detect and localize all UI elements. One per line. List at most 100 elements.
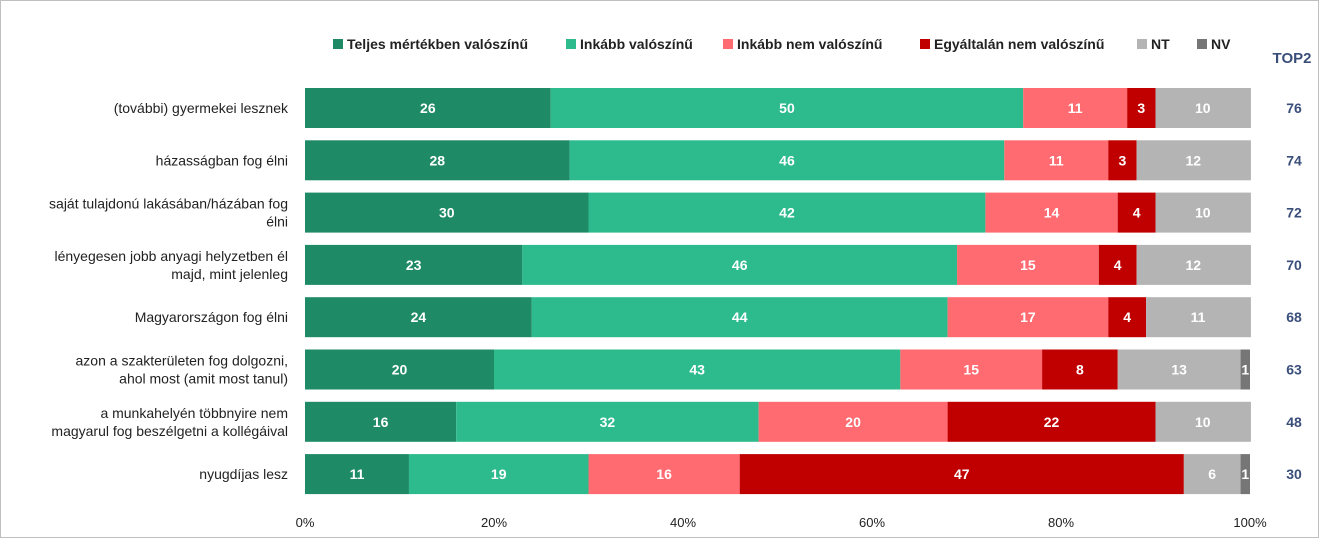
category-label: lényegesen jobb anyagi helyzetben él majd… [54, 248, 288, 282]
category-label-line: (további) gyermekei lesznek [114, 100, 289, 116]
bar-value-label: 16 [373, 414, 389, 430]
bar-segment [305, 401, 457, 442]
bar-value-label: 20 [392, 362, 408, 378]
bar-segment [305, 88, 551, 128]
category-label-line: élni [266, 214, 288, 230]
category-label: azon a szakterületen fog dolgozni, ahol m… [76, 353, 288, 387]
category-label-line: házasságban fog élni [156, 152, 288, 168]
bar-segment [1023, 88, 1128, 128]
bar-segment [522, 244, 958, 285]
category-label-line: majd, mint jelenleg [171, 266, 288, 282]
legend-swatch-3 [920, 39, 930, 49]
bar-value-label: 20 [845, 414, 861, 430]
bar-segment [947, 401, 1156, 442]
bar-value-label: 1 [1241, 362, 1249, 378]
bar-segment [408, 454, 589, 495]
legend-label-4: NT [1151, 36, 1170, 52]
bar-segment [1004, 140, 1109, 181]
bar-segment [1155, 192, 1250, 233]
bar-segment [588, 454, 740, 495]
top2-value: 68 [1286, 309, 1302, 325]
bar-segment [1250, 401, 1251, 442]
top2-value: 74 [1286, 152, 1302, 168]
bar-value-label: 44 [732, 309, 748, 325]
category-label-line: azon a szakterületen fog dolgozni, [76, 353, 288, 369]
bar-segment [1240, 349, 1250, 390]
top2-value: 76 [1286, 100, 1302, 116]
bar-segment [1250, 192, 1251, 233]
bar-value-label: 14 [1044, 205, 1060, 221]
bar-segment [1250, 244, 1251, 285]
legend-swatch-5 [1197, 39, 1207, 49]
category-label: nyugdíjas lesz [199, 466, 288, 482]
bar-value-label: 22 [1044, 414, 1060, 430]
category-label: saját tulajdonú lakásában/házában fog éln… [49, 196, 288, 230]
bar-segment [1127, 88, 1156, 128]
bar-segment [305, 349, 494, 390]
legend-swatch-4 [1137, 39, 1147, 49]
legend-swatch-1 [566, 39, 576, 49]
bar-value-label: 11 [1049, 152, 1064, 168]
category-label-line: lényegesen jobb anyagi helyzetben él [54, 248, 288, 264]
bar-segment [1117, 349, 1241, 390]
bar-value-label: 3 [1137, 100, 1145, 116]
x-tick-label: 80% [1048, 515, 1074, 530]
bar-value-label: 42 [779, 205, 795, 221]
bar-value-label: 16 [656, 466, 672, 482]
category-label: házasságban fog élni [156, 152, 288, 168]
x-tick-label: 20% [481, 515, 507, 530]
bar-segment [1250, 297, 1251, 338]
bar-segment [1250, 140, 1251, 181]
bar-segment [305, 140, 570, 181]
bar-segment [1136, 244, 1250, 285]
bar-value-label: 28 [430, 152, 446, 168]
legend-label-5: NV [1211, 36, 1231, 52]
top2-header: TOP2 [1273, 50, 1312, 67]
bar-segment [456, 401, 759, 442]
bar-segment [1108, 297, 1147, 338]
bar-segment [1240, 454, 1250, 495]
legend-label-3: Egyáltalán nem valószínű [934, 36, 1104, 52]
category-label-line: saját tulajdonú lakásában/házában fog [49, 196, 288, 212]
bar-segment [957, 244, 1099, 285]
bar-value-label: 50 [779, 100, 795, 116]
bar-value-label: 13 [1171, 362, 1187, 378]
category-label-line: ahol most (amit most tanul) [119, 371, 288, 387]
bar-value-label: 46 [779, 152, 795, 168]
category-label: Magyarországon fog élni [135, 309, 288, 325]
bar-value-label: 1 [1241, 466, 1249, 482]
bar-segment [1136, 140, 1250, 181]
top2-value: 72 [1286, 205, 1302, 221]
category-label: (további) gyermekei lesznek [114, 100, 289, 116]
bar-value-label: 10 [1195, 100, 1211, 116]
category-label-line: nyugdíjas lesz [199, 466, 288, 482]
bar-segment [947, 297, 1109, 338]
category-label: a munkahelyén többnyire nem magyarul fog … [51, 405, 288, 439]
bar-segment [305, 297, 532, 338]
bar-segment [1117, 192, 1156, 233]
bar-segment [1183, 454, 1241, 495]
bar-value-label: 15 [1020, 257, 1036, 273]
bar-value-label: 10 [1195, 205, 1211, 221]
bar-value-label: 17 [1020, 309, 1036, 325]
legend-label-2: Inkább nem valószínű [737, 36, 882, 52]
category-label-line: Magyarországon fog élni [135, 309, 288, 325]
x-tick-label: 100% [1233, 515, 1267, 530]
x-tick-label: 60% [859, 515, 885, 530]
bar-segment [531, 297, 948, 338]
top2-value: 48 [1286, 414, 1302, 430]
bar-segment [1042, 349, 1118, 390]
bar-segment [550, 88, 1024, 128]
legend-swatch-0 [333, 39, 343, 49]
bar-value-label: 46 [732, 257, 748, 273]
bar-value-label: 3 [1119, 152, 1127, 168]
category-label-line: magyarul fog beszélgetni a kollégáival [51, 423, 288, 439]
bar-value-label: 11 [1068, 100, 1083, 116]
bar-value-label: 24 [411, 309, 427, 325]
bar-value-label: 4 [1114, 257, 1122, 273]
bar-value-label: 11 [350, 466, 365, 482]
bar-segment [588, 192, 986, 233]
category-label-line: a munkahelyén többnyire nem [100, 405, 288, 421]
